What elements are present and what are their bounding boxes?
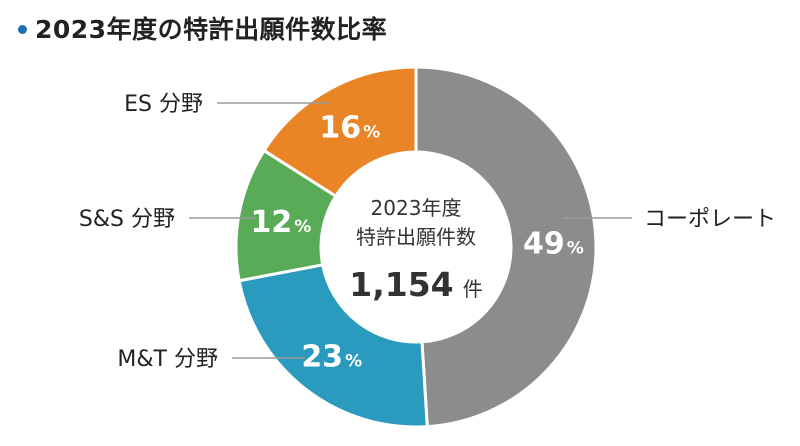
donut-slices xyxy=(234,65,598,429)
category-labels: コーポレート M&T 分野 S&S 分野 ES 分野 xyxy=(79,92,776,372)
leader-lines xyxy=(189,102,632,359)
slice-3-percent-label: 16% xyxy=(319,111,380,146)
slice-0 xyxy=(414,65,598,429)
slice-1-percent-label: 23% xyxy=(301,340,362,375)
bullet-dot-icon xyxy=(18,24,27,34)
slice-3-percent-unit: % xyxy=(363,123,380,143)
slice-2-category-label: S&S 分野 xyxy=(79,207,175,232)
slice-0-percent-value: 49 xyxy=(523,227,565,262)
slice-2-percent-label: 12% xyxy=(251,205,312,240)
slice-1-category-label: M&T 分野 xyxy=(117,347,218,372)
slice-0-percent-label: 49% xyxy=(523,227,584,262)
slice-3 xyxy=(261,65,418,199)
slice-1-percent-unit: % xyxy=(345,352,362,372)
center-label-title: 特許出願件数 xyxy=(356,225,476,249)
center-total-unit: 件 xyxy=(463,277,483,301)
slice-2-percent-value: 12 xyxy=(251,205,293,240)
chart-title: 2023年度の特許出願件数比率 xyxy=(18,12,387,44)
center-total-value: 1,154 xyxy=(349,265,453,304)
slice-3-percent-value: 16 xyxy=(319,111,361,146)
percent-labels: 49 %23 %12 %16% xyxy=(251,111,584,375)
slice-1-percent-value: 23 xyxy=(301,340,343,375)
slice-0-percent-unit: % xyxy=(567,239,584,259)
slice-1 xyxy=(237,263,429,429)
slice-2-percent-unit: % xyxy=(294,217,311,237)
slice-0-category-label: コーポレート xyxy=(644,207,776,232)
center-label-year: 2023年度 xyxy=(371,196,462,220)
slice-3-category-label: ES 分野 xyxy=(124,92,203,117)
center-total: 1,154 件 xyxy=(349,265,482,304)
chart-title-text: 2023年度の特許出願件数比率 xyxy=(35,15,388,44)
